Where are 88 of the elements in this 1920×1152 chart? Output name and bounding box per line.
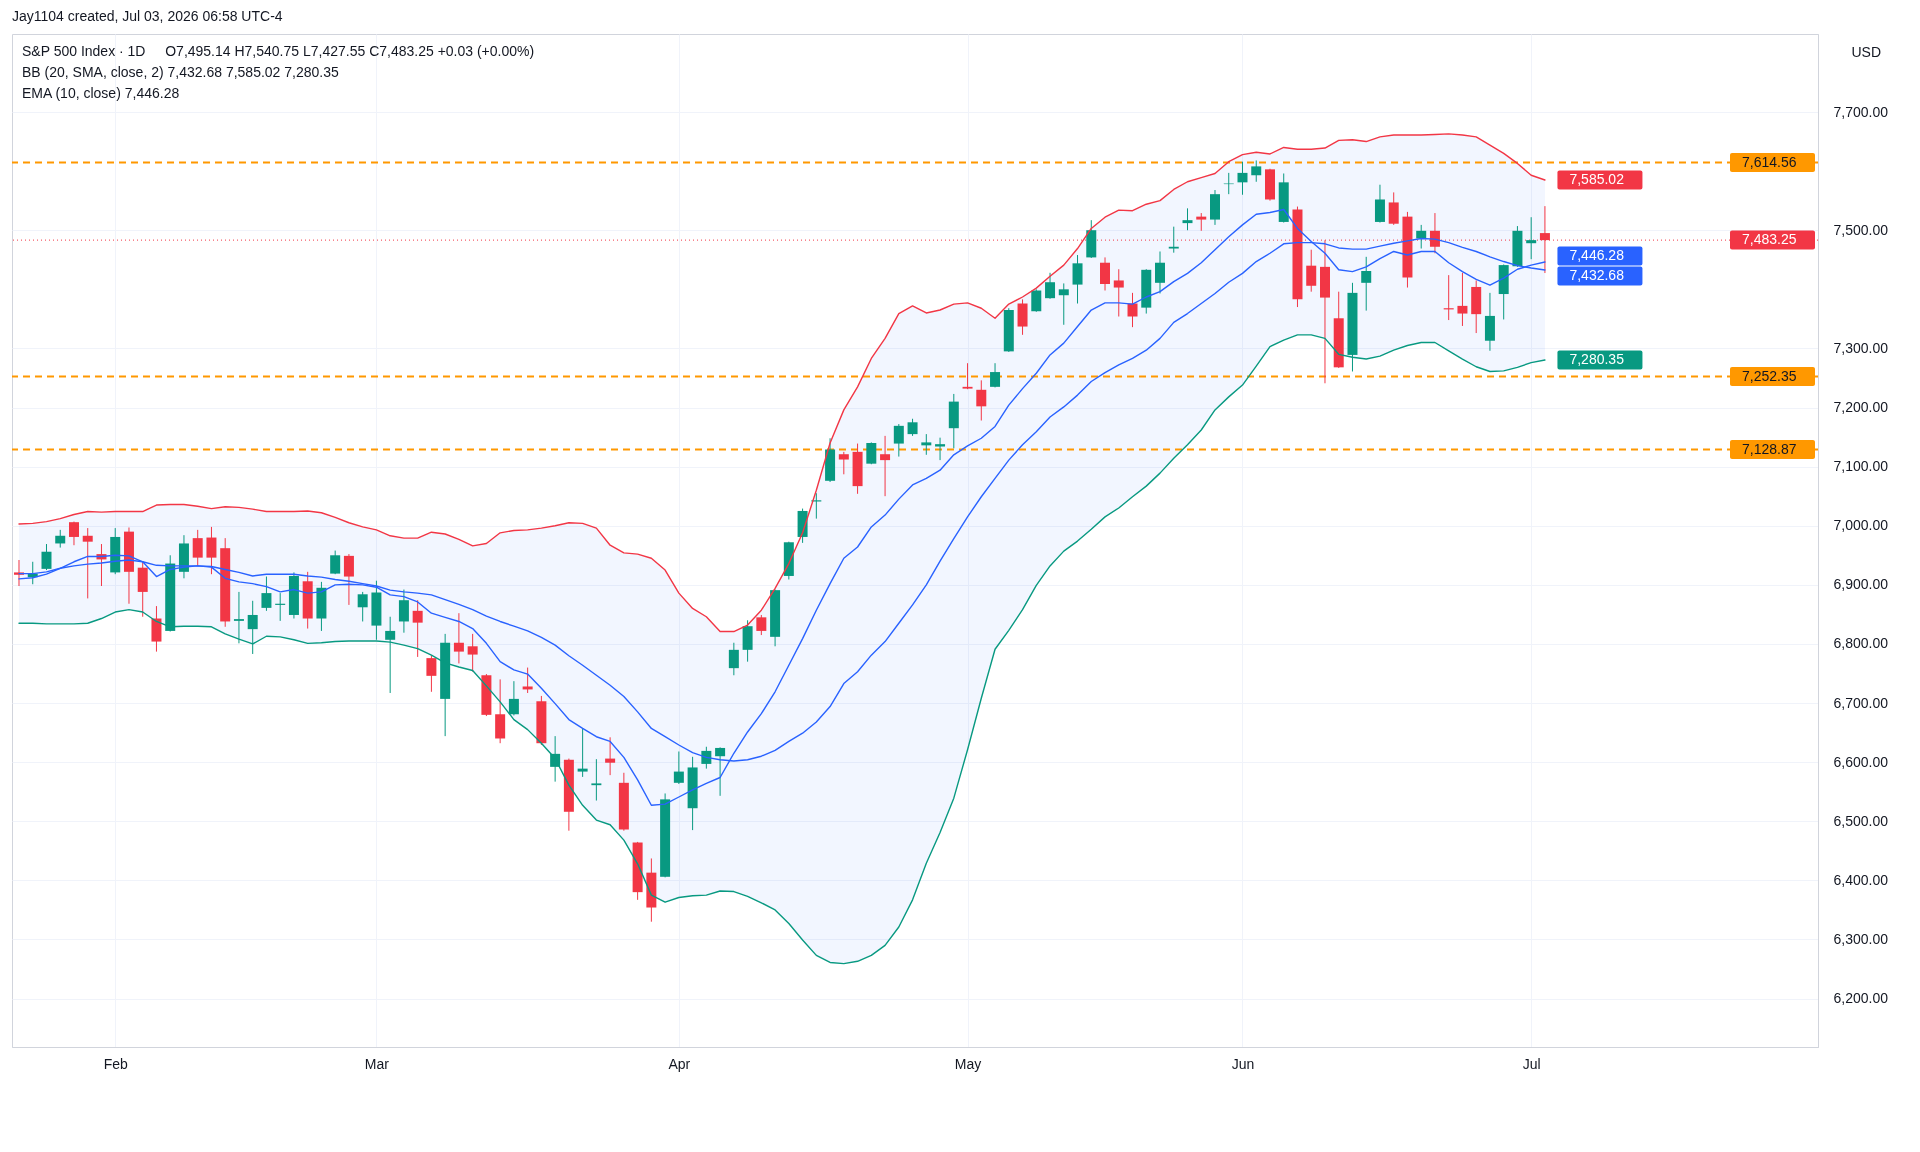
candlestick xyxy=(1127,292,1138,328)
annotation: O7,495.14 H7,540.75 L7,427.55 C7,483.25 +0.03 (+0.00%) xyxy=(165,43,535,59)
candlestick xyxy=(893,423,904,458)
candlestick xyxy=(1416,224,1427,250)
candlestick xyxy=(1031,288,1042,313)
candlestick xyxy=(742,619,753,663)
candlestick xyxy=(728,642,739,676)
y-tick-label: 6,900.00 xyxy=(1833,576,1889,593)
y-tick-label: 6,700.00 xyxy=(1833,694,1889,711)
candlestick xyxy=(398,589,409,634)
candlestick xyxy=(1045,272,1056,300)
candlestick xyxy=(976,379,987,422)
text: Jay1104 created, Jul 03, 2026 06:58 UTC-4 xyxy=(12,8,283,24)
y-tick-label: 7,300.00 xyxy=(1833,339,1889,356)
candlestick xyxy=(715,746,726,797)
candlestick xyxy=(1017,298,1028,336)
candlestick xyxy=(453,612,464,664)
y-tick-label: 6,800.00 xyxy=(1833,635,1889,652)
candlestick xyxy=(467,633,478,673)
candlestick xyxy=(1155,250,1166,294)
candlestick xyxy=(1251,159,1262,183)
y-tick-label: 6,400.00 xyxy=(1833,871,1889,888)
candlestick xyxy=(206,526,217,575)
candlestick xyxy=(522,667,533,694)
y-tick-label: 7,200.00 xyxy=(1833,399,1889,416)
candlestick xyxy=(880,435,891,497)
text: S&P 500 Index · 1D xyxy=(22,43,146,59)
candlestick xyxy=(1058,282,1069,326)
annotation: BB (20, SMA, close, 2) 7,432.68 7,585.02 7,280.35 xyxy=(22,64,339,80)
candlestick xyxy=(1182,207,1193,231)
candlestick xyxy=(962,362,973,390)
y-tick-label: 7,000.00 xyxy=(1833,517,1889,534)
candlestick xyxy=(1361,256,1372,312)
candlestick xyxy=(838,451,849,475)
candlestick xyxy=(1237,161,1248,196)
candlestick xyxy=(233,591,244,644)
candlestick xyxy=(385,616,396,694)
x-tick-label: Feb xyxy=(103,1055,128,1072)
y-tick-label: 7,100.00 xyxy=(1833,458,1889,475)
x-tick-label: Jul xyxy=(1522,1055,1541,1072)
candlestick xyxy=(1374,184,1385,224)
candlestick xyxy=(412,599,423,658)
candlestick xyxy=(577,727,588,778)
y-tick-label: 7,700.00 xyxy=(1833,103,1889,120)
x-tick-label: Mar xyxy=(364,1055,390,1072)
candlestick xyxy=(247,600,258,655)
candlestick xyxy=(357,591,368,622)
candlestick xyxy=(921,433,932,456)
data-label: 7,432.68 xyxy=(1569,266,1625,283)
data-label: 7,585.02 xyxy=(1569,170,1625,187)
candlestick xyxy=(13,559,24,587)
y-tick-label: 7,500.00 xyxy=(1833,221,1889,238)
y-tick-label: 6,300.00 xyxy=(1833,930,1889,947)
candlestick xyxy=(591,758,602,802)
candlestick xyxy=(1168,226,1179,254)
annotation: EMA (10, close) 7,446.28 xyxy=(22,85,180,101)
candlestick xyxy=(343,553,354,606)
candlestick xyxy=(426,654,437,693)
candlestick xyxy=(1306,249,1317,293)
x-tick-label: Apr xyxy=(668,1055,691,1072)
ref-line-label: 7,252.35 xyxy=(1742,367,1797,384)
candlestick xyxy=(41,543,52,571)
y-tick-label: 6,600.00 xyxy=(1833,753,1889,770)
ref-line-label: 7,614.56 xyxy=(1742,153,1797,170)
data-label: 7,446.28 xyxy=(1569,246,1625,263)
candlestick xyxy=(1526,216,1537,260)
ref-line-label: 7,483.25 xyxy=(1742,231,1797,248)
candlestick xyxy=(261,576,272,612)
ref-line-label: 7,128.87 xyxy=(1742,440,1797,457)
y-tick-label: 6,200.00 xyxy=(1833,990,1889,1007)
data-label: 7,280.35 xyxy=(1569,351,1625,368)
candlestick xyxy=(673,750,684,785)
candlestick xyxy=(935,437,946,461)
candlestick xyxy=(605,736,616,776)
candlestick xyxy=(1100,256,1111,291)
candlestick xyxy=(82,527,93,599)
candlestick xyxy=(192,529,203,567)
y-axis-title: USD xyxy=(1851,43,1882,60)
candlestick xyxy=(1457,272,1468,327)
candlestick xyxy=(990,362,1001,388)
candlestick xyxy=(1113,268,1124,318)
x-tick-label: May xyxy=(954,1055,982,1072)
candlestick xyxy=(1072,254,1083,304)
candlestick xyxy=(151,605,162,653)
candlestick xyxy=(508,680,519,716)
x-tick-label: Jun xyxy=(1231,1055,1255,1072)
y-tick-label: 6,500.00 xyxy=(1833,812,1889,829)
candlestick xyxy=(1388,191,1399,226)
